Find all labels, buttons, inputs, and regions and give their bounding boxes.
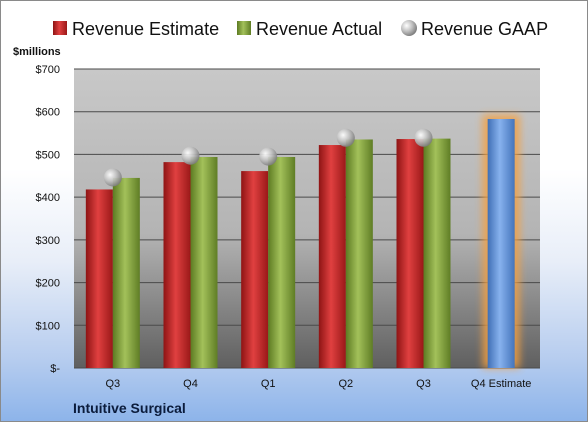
- legend-item-estimate: Revenue Estimate: [53, 19, 219, 39]
- legend-marker-gaap: [401, 20, 417, 36]
- bar-revenue-actual: [268, 156, 296, 368]
- x-tick-label: Q4 Estimate: [471, 378, 532, 390]
- gaap-markers: [103, 128, 433, 187]
- bar-revenue-estimate: [241, 171, 269, 368]
- gaap-marker: [181, 146, 200, 165]
- x-tick-labels: Q3 Q4 Q1 Q2 Q3 Q4 Estimate: [105, 378, 531, 390]
- gridlines: [74, 68, 540, 369]
- legend-swatch-estimate: [53, 21, 67, 35]
- y-tick-label: $600: [36, 107, 60, 119]
- bars: [85, 114, 520, 369]
- bar-revenue-estimate: [163, 162, 191, 368]
- legend-label-estimate: Revenue Estimate: [72, 19, 219, 39]
- legend-swatch-actual: [237, 21, 251, 35]
- bar-revenue-actual: [423, 138, 451, 368]
- company-name: Intuitive Surgical: [73, 400, 186, 416]
- gaap-marker: [414, 128, 433, 147]
- gaap-marker: [103, 168, 122, 187]
- bar-q4-estimate: [487, 118, 515, 369]
- y-tick-label: $500: [36, 149, 60, 161]
- bar-revenue-estimate: [85, 189, 113, 368]
- x-tick-label: Q2: [338, 378, 353, 390]
- x-tick-label: Q4: [183, 378, 198, 390]
- y-tick-label: $400: [36, 192, 60, 204]
- y-tick-label: $200: [36, 278, 60, 290]
- legend-label-gaap: Revenue GAAP: [421, 19, 548, 39]
- bar-revenue-actual: [112, 177, 140, 368]
- bar-revenue-estimate: [318, 145, 346, 368]
- x-tick-label: Q3: [105, 378, 120, 390]
- y-tick-label: $-: [50, 363, 60, 375]
- bar-revenue-estimate: [396, 139, 424, 368]
- y-axis-unit-label: $millions: [13, 46, 61, 58]
- gaap-marker: [259, 147, 278, 166]
- y-tick-label: $100: [36, 320, 60, 332]
- y-tick-label: $700: [36, 64, 60, 76]
- legend-item-gaap: Revenue GAAP: [401, 19, 548, 39]
- legend-item-actual: Revenue Actual: [237, 19, 382, 39]
- bar-revenue-actual: [190, 156, 218, 368]
- y-tick-label: $300: [36, 235, 60, 247]
- legend: Revenue Estimate Revenue Actual Revenue …: [53, 19, 548, 39]
- plot-area: [74, 69, 540, 368]
- legend-label-actual: Revenue Actual: [256, 19, 382, 39]
- gaap-marker: [336, 128, 355, 147]
- y-tick-labels: $- $100 $200 $300 $400 $500 $600 $700: [36, 64, 61, 375]
- x-tick-label: Q3: [416, 378, 431, 390]
- x-tick-label: Q1: [261, 378, 276, 390]
- bar-revenue-actual: [345, 139, 373, 368]
